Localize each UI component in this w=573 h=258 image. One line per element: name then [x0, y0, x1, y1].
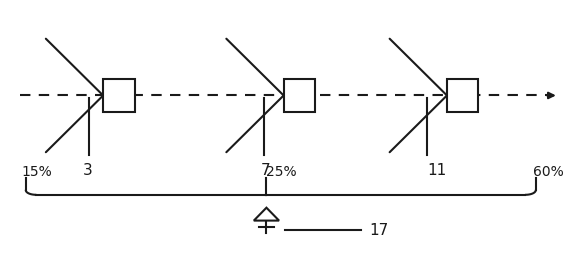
Text: 3: 3: [83, 163, 93, 178]
Bar: [103, 79, 135, 112]
Text: 17: 17: [370, 223, 389, 238]
Text: 7: 7: [261, 163, 270, 178]
Bar: [447, 79, 478, 112]
Text: 60%: 60%: [533, 165, 564, 179]
Polygon shape: [254, 208, 279, 221]
Text: 25%: 25%: [266, 165, 297, 179]
Text: 11: 11: [427, 163, 446, 178]
Bar: [284, 79, 315, 112]
Text: 15%: 15%: [22, 165, 53, 179]
